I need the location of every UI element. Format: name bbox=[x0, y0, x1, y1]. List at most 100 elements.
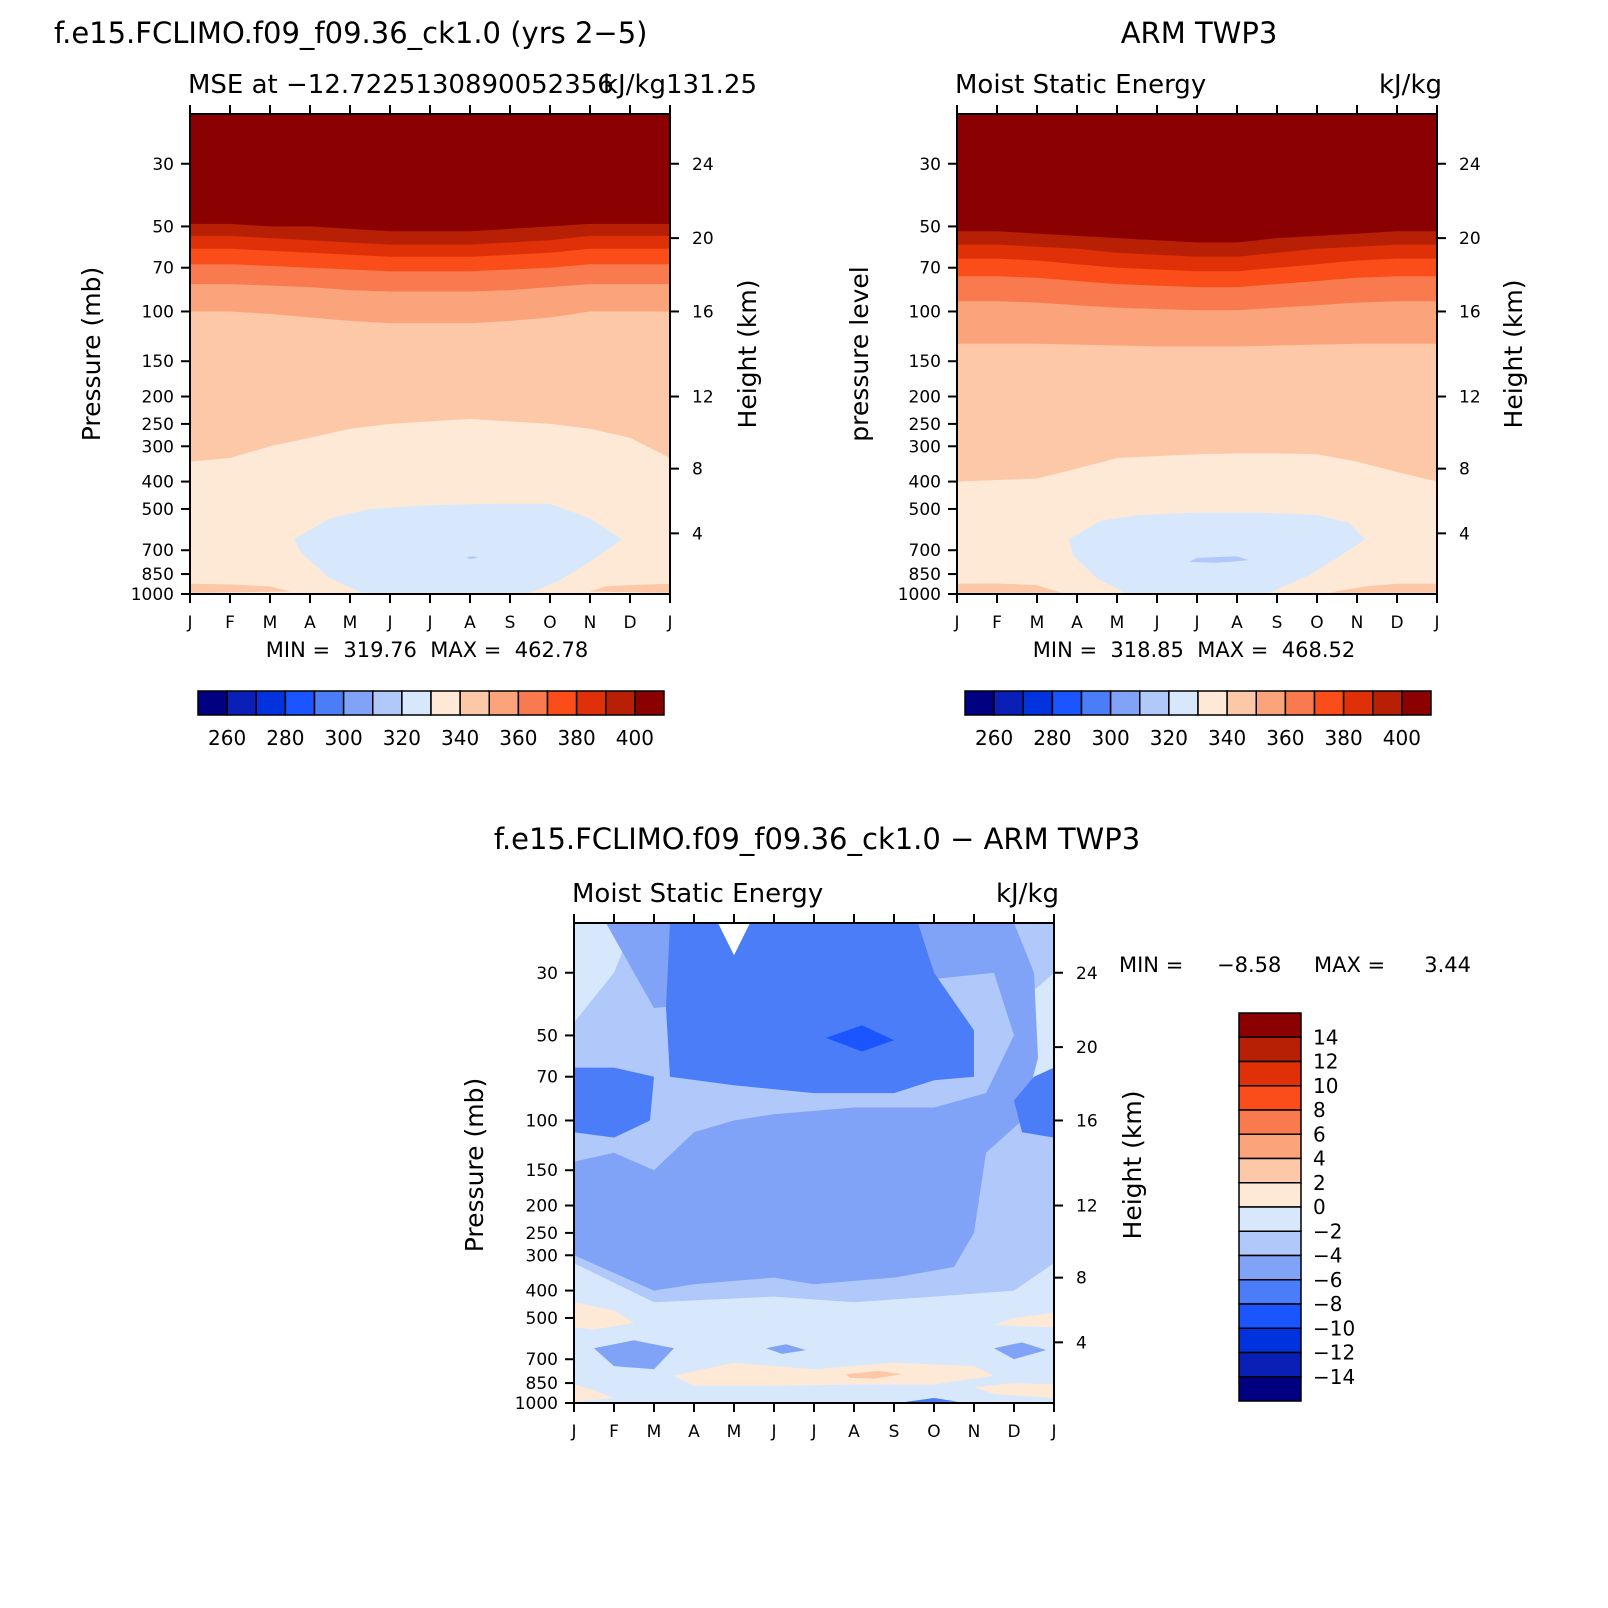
obs-xtick-label: J bbox=[1433, 613, 1439, 633]
panel-model-colorbar: 260 280 300 320 340 360 380 400 bbox=[197, 690, 665, 750]
model-fill-level-7 bbox=[294, 503, 622, 593]
diff-fill-level-4-right bbox=[1014, 1067, 1054, 1138]
model-cbar-box bbox=[488, 690, 520, 716]
diff-cbar-box bbox=[1238, 1206, 1302, 1232]
obs-xtick-label: O bbox=[1310, 613, 1323, 633]
model-cbar-label: 400 bbox=[616, 726, 654, 750]
model-xtick-label: N bbox=[584, 613, 597, 633]
diff-ytick-label: 850 bbox=[526, 1374, 558, 1394]
obs-fill-surface-right bbox=[1329, 583, 1437, 593]
diff-ytick-label: 500 bbox=[526, 1309, 558, 1329]
panel-model-title: f.e15.FCLIMO.f09_f09.36_ck1.0 (yrs 2−5) bbox=[54, 16, 647, 50]
model-xtick-label: D bbox=[623, 613, 636, 633]
panel-diff: f.e15.FCLIMO.f09_f09.36_ck1.0 − ARM TWP3… bbox=[460, 822, 1471, 1442]
model-xtick-label: J bbox=[426, 613, 432, 633]
model-xtick-label: M bbox=[263, 613, 278, 633]
obs-cbar-label: 320 bbox=[1150, 726, 1188, 750]
obs-fill-surface-left bbox=[957, 583, 1061, 593]
obs-ytick-label: 150 bbox=[909, 352, 941, 372]
diff-cbar-label: 4 bbox=[1313, 1147, 1326, 1171]
panel-model-stats: MIN = 319.76 MAX = 462.78 bbox=[266, 638, 588, 662]
diff-ytick-label: 50 bbox=[536, 1026, 558, 1046]
model-ytick-label: 1000 bbox=[131, 585, 174, 605]
model-xtick-label: J bbox=[666, 613, 672, 633]
panel-diff-plot bbox=[574, 923, 1054, 1403]
model-cbar-box bbox=[546, 690, 578, 716]
obs-ytick-label: 100 bbox=[909, 302, 941, 322]
panel-diff-title: f.e15.FCLIMO.f09_f09.36_ck1.0 − ARM TWP3 bbox=[494, 822, 1140, 856]
diff-fill-level-5-c bbox=[766, 1344, 806, 1354]
model-ytick-label: 30 bbox=[152, 155, 174, 175]
model-cbar-box bbox=[459, 690, 490, 716]
obs-cbar-box bbox=[1284, 690, 1316, 716]
diff-cbar-box bbox=[1238, 1157, 1302, 1184]
obs-cbar-box bbox=[1109, 690, 1141, 716]
obs-fill-level-6 bbox=[1189, 556, 1249, 563]
diff-cbar-label: −12 bbox=[1313, 1341, 1355, 1365]
diff-cbar-box bbox=[1238, 1230, 1302, 1257]
obs-y2tick-label: 8 bbox=[1459, 460, 1470, 480]
obs-xtick-label: D bbox=[1390, 613, 1403, 633]
diff-xtick-label: O bbox=[927, 1422, 940, 1442]
obs-cbar-box bbox=[1197, 690, 1228, 716]
obs-cbar-label: 380 bbox=[1325, 726, 1363, 750]
obs-xtick-label: A bbox=[1231, 613, 1243, 633]
obs-ytick-label: 300 bbox=[909, 437, 941, 457]
model-y2tick-label: 8 bbox=[692, 460, 703, 480]
obs-cbar-box bbox=[1255, 690, 1287, 716]
obs-fill-level-7 bbox=[1069, 512, 1365, 593]
model-cbar-label: 300 bbox=[325, 726, 363, 750]
diff-y2tick-label: 20 bbox=[1076, 1038, 1098, 1058]
model-xtick-label: F bbox=[225, 613, 235, 633]
model-ytick-label: 400 bbox=[142, 473, 174, 493]
panel-obs-y2label: Height (km) bbox=[1499, 280, 1528, 429]
panel-obs-title: ARM TWP3 bbox=[1121, 16, 1278, 50]
model-cbar-label: 380 bbox=[558, 726, 596, 750]
model-cbar-label: 320 bbox=[383, 726, 421, 750]
diff-cbar-label: −4 bbox=[1313, 1244, 1342, 1268]
obs-cbar-label: 400 bbox=[1383, 726, 1421, 750]
obs-xtick-label: M bbox=[1110, 613, 1125, 633]
diff-y2tick-label: 24 bbox=[1076, 964, 1098, 984]
obs-cbar-box bbox=[1139, 690, 1170, 716]
model-y2tick-label: 16 bbox=[692, 302, 714, 322]
model-y2tick-label: 20 bbox=[692, 229, 714, 249]
diff-fill-level-8-a bbox=[574, 1302, 634, 1330]
model-ytick-label: 850 bbox=[142, 565, 174, 585]
panel-obs-ylabel: pressure level bbox=[845, 266, 874, 441]
panel-obs-colorbar: 260 280 300 320 340 360 380 400 bbox=[964, 690, 1432, 750]
diff-xtick-label: A bbox=[688, 1422, 700, 1442]
diff-cbar-box bbox=[1238, 1060, 1302, 1087]
diff-fill-level-9 bbox=[846, 1370, 902, 1379]
diff-fill-level-8-e bbox=[974, 1383, 1054, 1398]
obs-cbar-box bbox=[1226, 690, 1257, 716]
model-cbar-box bbox=[634, 690, 665, 716]
diff-cbar-box bbox=[1238, 1012, 1302, 1038]
diff-ytick-label: 30 bbox=[536, 964, 558, 984]
diff-ytick-label: 150 bbox=[526, 1161, 558, 1181]
diff-cbar-label: −2 bbox=[1313, 1219, 1342, 1243]
obs-fill-level-15 bbox=[957, 114, 1437, 243]
model-ytick-label: 150 bbox=[142, 352, 174, 372]
diff-cbar-label: 14 bbox=[1313, 1025, 1338, 1049]
model-xtick-label: J bbox=[186, 613, 192, 633]
obs-cbar-box bbox=[1168, 690, 1199, 716]
obs-cbar-box bbox=[1342, 690, 1374, 716]
diff-xtick-label: J bbox=[770, 1422, 776, 1442]
diff-xtick-label: J bbox=[570, 1422, 576, 1442]
diff-cbar-label: 2 bbox=[1313, 1171, 1326, 1195]
model-fill-surface-left bbox=[190, 583, 290, 593]
obs-xtick-label: J bbox=[953, 613, 959, 633]
panel-obs-stats: MIN = 318.85 MAX = 468.52 bbox=[1033, 638, 1355, 662]
model-cbar-box bbox=[605, 690, 636, 716]
diff-cbar-label: 12 bbox=[1313, 1050, 1338, 1074]
model-cbar-box bbox=[284, 690, 316, 716]
diff-cbar-label: 6 bbox=[1313, 1122, 1326, 1146]
diff-cbar-box bbox=[1238, 1133, 1302, 1160]
diff-xtick-label: N bbox=[968, 1422, 981, 1442]
diff-cbar-label: −6 bbox=[1313, 1268, 1342, 1292]
obs-cbar-label: 300 bbox=[1092, 726, 1130, 750]
diff-fill-level-4-left bbox=[574, 1067, 654, 1138]
